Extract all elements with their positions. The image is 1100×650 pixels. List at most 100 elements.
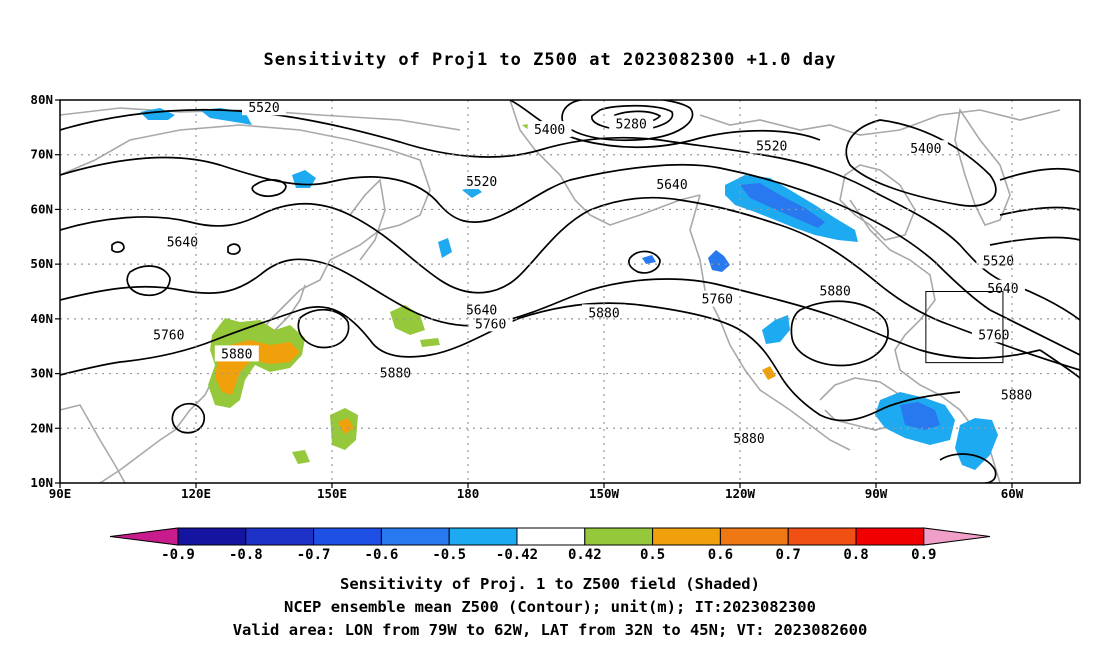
contour-ring-china — [297, 309, 350, 349]
contour-small-ring-east — [227, 243, 241, 255]
colorbar-bin — [380, 527, 450, 546]
negative-patch-pacific-nw — [708, 250, 730, 272]
contour-label-bg — [582, 304, 626, 321]
contour-label-bg — [727, 430, 772, 447]
negative-patch-aleutian — [438, 238, 452, 258]
coast-asia-south — [60, 404, 126, 483]
colorbar-bin — [855, 527, 925, 546]
contour-label-bg — [813, 282, 858, 299]
contour-label-bg — [527, 121, 572, 138]
negative-patch-alaska-core — [740, 183, 825, 228]
contour-5280-ring — [561, 100, 694, 142]
lat-tick-label: 20N — [30, 420, 53, 435]
contour-label-bg — [749, 137, 794, 154]
contour-label-bg — [971, 326, 1016, 343]
positive-patch-small-1 — [292, 450, 310, 464]
contour-label: 5520 — [248, 101, 279, 116]
caption-line-2: NCEP ensemble mean Z500 (Contour); unit(… — [284, 598, 816, 616]
contour-label: 5640 — [466, 304, 497, 319]
colorbar-label: 0.8 — [843, 547, 868, 563]
lon-tick-label: 120E — [181, 486, 211, 501]
sensitivity-shading — [140, 108, 998, 470]
negative-patch-south-america — [955, 418, 998, 470]
colorbar-label: -0.8 — [229, 547, 263, 563]
contour-label: 5880 — [380, 367, 411, 382]
coast-greenland — [954, 107, 1011, 226]
negative-patch-california — [762, 315, 790, 344]
colorbar-label: 0.6 — [708, 547, 733, 563]
contour-label: 5760 — [475, 317, 506, 332]
contour-5880-ring-atlantic — [790, 300, 889, 367]
lon-tick-label: 90W — [865, 486, 888, 501]
contour-label: 5640 — [987, 282, 1018, 297]
lon-tick-label: 60W — [1001, 486, 1024, 501]
valid-area-box — [925, 291, 1004, 364]
lat-tick-label: 10N — [30, 475, 53, 490]
contour-east-tail-3 — [949, 324, 1080, 371]
contour-label-bg — [695, 290, 740, 307]
contour-label-bg — [160, 233, 205, 250]
contour-label-bg — [459, 301, 504, 318]
axis-ticks: 90E 120E 150E 180 150W 120W 90W 60W 80N 70N 60N 50N… — [30, 92, 1023, 501]
contour-5400-canada — [845, 119, 997, 207]
contour-label: 5880 — [588, 306, 619, 321]
colorbar-bin — [448, 527, 518, 546]
lon-tick-label: 90E — [49, 486, 72, 501]
contour-small-ring-siberia — [251, 179, 287, 197]
colorbar-label: 0.7 — [776, 547, 801, 563]
contour-label-bg — [903, 140, 948, 157]
colorbar-bin — [652, 527, 721, 546]
contour-ring-philippines — [171, 402, 205, 434]
contour-label: 5520 — [756, 140, 787, 155]
lat-tick-label: 30N — [30, 366, 53, 381]
contour-label: 5880 — [733, 432, 764, 447]
lat-tick-label: 80N — [30, 92, 53, 107]
caption-line-3: Valid area: LON from 79W to 62W, LAT fro… — [232, 621, 868, 639]
lon-tick-label: 150E — [317, 486, 347, 501]
contour-label-bg — [214, 345, 259, 362]
contour-label: 5760 — [702, 293, 733, 308]
coast-asia — [60, 124, 431, 483]
contour-label-bg — [994, 386, 1039, 403]
coast-kamchatka — [349, 178, 386, 261]
negative-patch-caribbean-core — [900, 402, 940, 430]
colorbar-left-tip — [109, 527, 179, 546]
contour-label-bg — [609, 115, 654, 132]
contour-5520-kinks — [60, 156, 991, 311]
coast-alaska — [509, 100, 701, 226]
contour-label-bg — [650, 175, 694, 192]
contour-small-ring-west — [126, 265, 171, 297]
captions: Sensitivity of Proj. 1 to Z500 field (Sh… — [0, 573, 1100, 642]
contour-small-ring-west-2 — [111, 241, 125, 253]
colorbar-label: 0.5 — [640, 547, 665, 563]
negative-patch-arctic-2 — [200, 108, 252, 125]
colorbar-bin — [177, 527, 247, 546]
contour-label: 5880 — [820, 285, 851, 300]
caption-line-1: Sensitivity of Proj. 1 to Z500 field (Sh… — [340, 575, 760, 593]
colorbar-right-tip — [923, 527, 991, 546]
contour-5640-west — [60, 196, 951, 326]
contour-ring-sa — [939, 453, 997, 483]
colorbar-bin — [719, 527, 789, 546]
colorbar-bin — [313, 527, 382, 546]
lon-tick-label: 150W — [589, 486, 620, 501]
contour-label-bg — [146, 326, 191, 343]
contour-label: 5880 — [221, 347, 252, 362]
contour-label: 5520 — [466, 175, 497, 190]
chart-title: Sensitivity of Proj1 to Z500 at 20230823… — [263, 50, 837, 70]
graticule — [60, 100, 1080, 483]
coast-arctic-islands — [699, 109, 1061, 136]
contour-label-bg — [373, 364, 418, 381]
lat-tick-label: 60N — [30, 201, 53, 216]
contour-label: 5280 — [616, 118, 647, 133]
contour-ring-pacific-nw — [628, 250, 661, 274]
colorbar-label: 0.42 — [568, 547, 602, 563]
colorbar-label: -0.42 — [496, 547, 538, 563]
colorbar-label: -0.9 — [161, 547, 195, 563]
colorbar-label: 0.9 — [911, 547, 936, 563]
colorbar-bin — [787, 527, 857, 546]
positive-patch-pacific-core — [338, 418, 354, 434]
contour-label-bg — [459, 173, 504, 190]
colorbar-label: -0.7 — [297, 547, 331, 563]
